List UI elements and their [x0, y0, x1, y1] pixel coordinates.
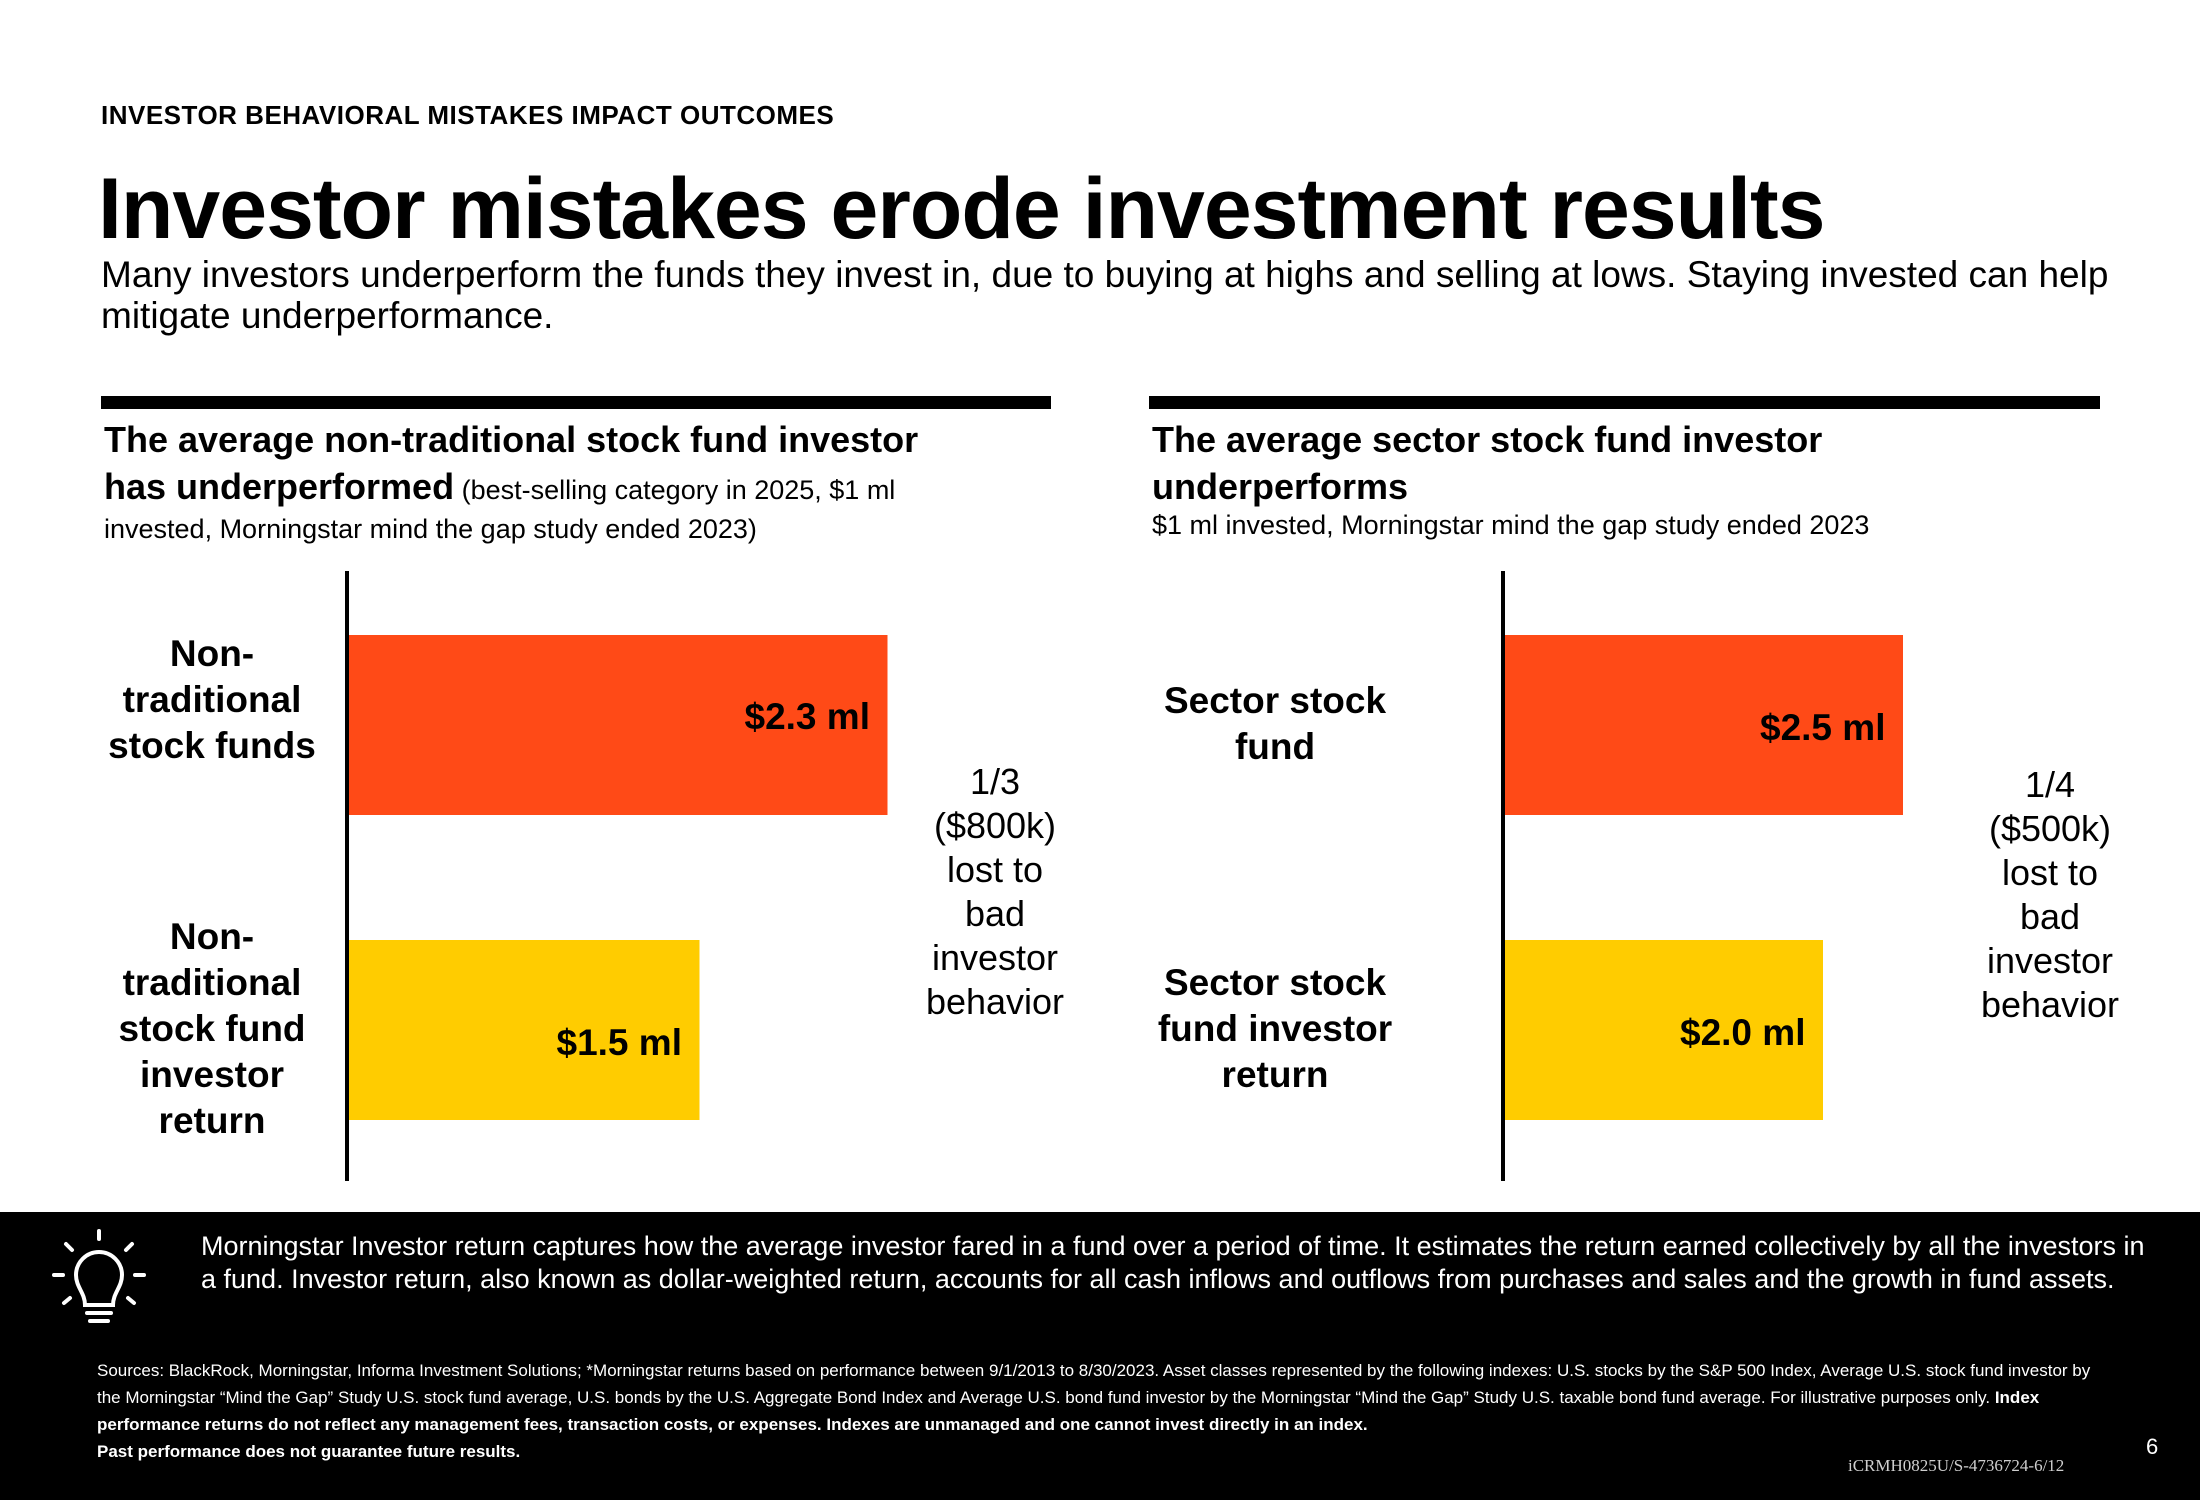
chart-1-bar-2: [347, 940, 700, 1120]
panel-1-subtitle: invested, Morningstar mind the gap study…: [104, 514, 757, 544]
chart-2-annotation-line-2: ($500k): [1988, 808, 2112, 849]
panel-2-header: The average sector stock fund investor u…: [1152, 416, 2112, 541]
chart-1-category-1: Non-traditional stock funds: [108, 633, 316, 766]
chart-1-annotation-line-1: 1/3: [969, 761, 1021, 802]
chart-1-gap-annotation: 1/3 ($800k) lost to bad investor behavio…: [900, 760, 1090, 1024]
chart-1-value-label-2: $1.5 ml: [556, 1022, 682, 1063]
sources-note: Sources: BlackRock, Morningstar, Informa…: [97, 1357, 2097, 1465]
chart-2-category-1: Sector stock fund: [1163, 680, 1387, 767]
document-code: iCRMH0825U/S-4736724-6/12: [1848, 1456, 2065, 1475]
panel-1-rule: [101, 396, 1051, 409]
chart-1-annotation-line-5: investor: [931, 937, 1059, 978]
chart-2-annotation-line-3: lost to: [2001, 852, 2099, 893]
panel-2-title-line2: underperforms: [1152, 466, 1409, 507]
eyebrow: INVESTOR BEHAVIORAL MISTAKES IMPACT OUTC…: [101, 100, 835, 130]
chart-2-svg: [1100, 565, 1903, 1181]
page-number: 6: [2146, 1434, 2159, 1459]
sources-text: Sources: BlackRock, Morningstar, Informa…: [97, 1361, 2091, 1407]
sources-disclaimer-bold: Index performance returns do not reflect…: [97, 1388, 2040, 1434]
footer-band: [0, 1212, 2200, 1500]
chart-2-bar-1: [1503, 635, 1903, 815]
page-subtitle: Many investors underperform the funds th…: [101, 254, 2109, 336]
chart-2-category-2: Sector stock fund investor return: [1157, 962, 1393, 1095]
panel-1-title-strong: has underperformed: [104, 466, 455, 507]
panel-2-rule: [1149, 396, 2100, 409]
panel-1-title-line2: has underperformed (best-selling categor…: [104, 463, 1064, 514]
chart-1-value-label-1: $2.3 ml: [744, 696, 870, 737]
page-title: Investor mistakes erode investment resul…: [98, 161, 1826, 257]
chart-2-annotation-line-4: bad: [2019, 896, 2081, 937]
chart-1-category-2: Non-traditional stock fund investor retu…: [118, 916, 306, 1141]
chart-2-annotation-line-5: investor: [1986, 940, 2114, 981]
chart-1-annotation-line-3: lost to: [946, 849, 1044, 890]
panel-1-title-note: (best-selling category in 2025, $1 ml: [454, 475, 896, 505]
chart-1-annotation-line-6: behavior: [925, 981, 1065, 1022]
panel-1-title-line1: The average non-traditional stock fund i…: [104, 419, 919, 460]
chart-1: Non-traditional stock funds Non-traditio…: [0, 565, 1100, 1185]
chart-2-annotation-line-6: behavior: [1980, 984, 2120, 1025]
chart-1-annotation-line-4: bad: [964, 893, 1026, 934]
chart-2-value-label-2: $2.0 ml: [1680, 1012, 1806, 1053]
chart-2-annotation-line-1: 1/4: [2024, 764, 2076, 805]
panel-2-subtitle: $1 ml invested, Morningstar mind the gap…: [1152, 510, 1870, 540]
footer-definition: Morningstar Investor return captures how…: [201, 1231, 2145, 1294]
chart-2-gap-annotation: 1/4 ($500k) lost to bad investor behavio…: [1955, 763, 2145, 1027]
past-performance-note: Past performance does not guarantee futu…: [97, 1442, 521, 1461]
panel-2-title-line1: The average sector stock fund investor: [1152, 419, 1823, 460]
chart-2-value-label-1: $2.5 ml: [1760, 707, 1886, 748]
chart-1-svg: [0, 565, 888, 1181]
lightbulb-icon: [52, 1225, 146, 1335]
panel-1-header: The average non-traditional stock fund i…: [104, 416, 1064, 545]
chart-1-annotation-line-2: ($800k): [933, 805, 1057, 846]
chart-2-bar-2: [1503, 940, 1823, 1120]
chart-1-bar-1: [347, 635, 888, 815]
chart-2: Sector stock fund Sector stock fund inve…: [1100, 565, 2200, 1185]
